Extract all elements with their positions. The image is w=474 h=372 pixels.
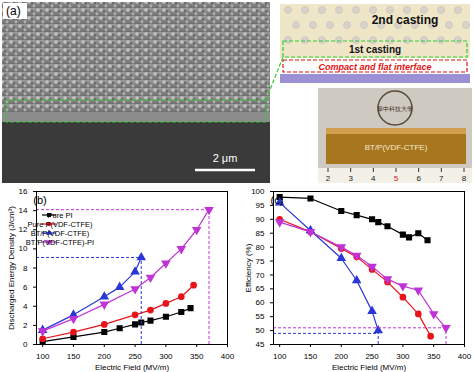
svg-text:7: 7 <box>439 174 444 183</box>
svg-text:(c): (c) <box>271 194 284 206</box>
svg-text:100: 100 <box>36 352 50 361</box>
svg-text:350: 350 <box>190 352 204 361</box>
svg-text:(b): (b) <box>33 194 46 206</box>
svg-text:70: 70 <box>256 271 265 280</box>
svg-text:50: 50 <box>256 326 265 335</box>
svg-text:90: 90 <box>256 215 265 224</box>
svg-text:BT/P(VDF-CTFE): BT/P(VDF-CTFE) <box>31 229 90 238</box>
svg-text:60: 60 <box>256 298 265 307</box>
svg-text:16: 16 <box>19 187 28 196</box>
svg-text:Pure P(VDF-CTFE): Pure P(VDF-CTFE) <box>27 220 93 229</box>
svg-text:BT/P(VDF-CTFE): BT/P(VDF-CTFE) <box>365 143 428 152</box>
svg-text:華中科技大學: 華中科技大學 <box>377 106 413 112</box>
svg-text:80: 80 <box>256 243 265 252</box>
svg-text:400: 400 <box>221 352 235 361</box>
svg-text:2nd casting: 2nd casting <box>372 13 439 27</box>
svg-text:45: 45 <box>256 340 265 349</box>
svg-text:Electric Field (MV/m): Electric Field (MV/m) <box>332 363 407 372</box>
svg-text:350: 350 <box>427 352 441 361</box>
svg-text:400: 400 <box>458 352 472 361</box>
svg-text:65: 65 <box>256 284 265 293</box>
svg-text:200: 200 <box>335 352 349 361</box>
svg-text:10: 10 <box>18 244 28 254</box>
svg-text:2 μm: 2 μm <box>213 152 238 164</box>
svg-text:95: 95 <box>256 201 265 210</box>
svg-text:4: 4 <box>371 174 376 183</box>
svg-text:12: 12 <box>18 225 28 235</box>
svg-text:150: 150 <box>67 352 81 361</box>
svg-text:8: 8 <box>462 174 467 183</box>
svg-text:250: 250 <box>128 352 142 361</box>
svg-text:Electric Field (MV/m): Electric Field (MV/m) <box>95 363 170 372</box>
svg-text:5: 5 <box>394 174 399 183</box>
svg-text:300: 300 <box>159 352 173 361</box>
svg-text:250: 250 <box>365 352 379 361</box>
svg-text:Efficiency (%): Efficiency (%) <box>244 243 253 292</box>
svg-text:200: 200 <box>98 352 112 361</box>
svg-text:6: 6 <box>23 283 28 292</box>
svg-text:14: 14 <box>19 206 28 215</box>
svg-text:300: 300 <box>396 352 410 361</box>
svg-text:2: 2 <box>326 174 331 183</box>
svg-text:150: 150 <box>304 352 318 361</box>
svg-text:8: 8 <box>23 264 28 273</box>
svg-text:100: 100 <box>251 187 265 196</box>
svg-text:75: 75 <box>256 257 265 266</box>
svg-text:1st casting: 1st casting <box>349 44 401 55</box>
svg-text:100: 100 <box>273 352 287 361</box>
svg-text:85: 85 <box>256 229 265 238</box>
svg-text:4: 4 <box>23 302 28 311</box>
svg-text:BT/P(VDF-CTFE)-PI: BT/P(VDF-CTFE)-PI <box>26 238 94 247</box>
svg-text:2: 2 <box>23 321 28 330</box>
svg-text:Pure PI: Pure PI <box>47 211 72 220</box>
svg-text:(a): (a) <box>6 4 21 18</box>
svg-text:6: 6 <box>416 174 421 183</box>
svg-text:0: 0 <box>23 340 28 349</box>
svg-text:Discharged Energy Density (J/c: Discharged Energy Density (J/cm³) <box>7 206 16 330</box>
svg-text:3: 3 <box>348 174 353 183</box>
svg-text:55: 55 <box>256 312 265 321</box>
svg-text:Compact and flat interface: Compact and flat interface <box>318 62 431 72</box>
